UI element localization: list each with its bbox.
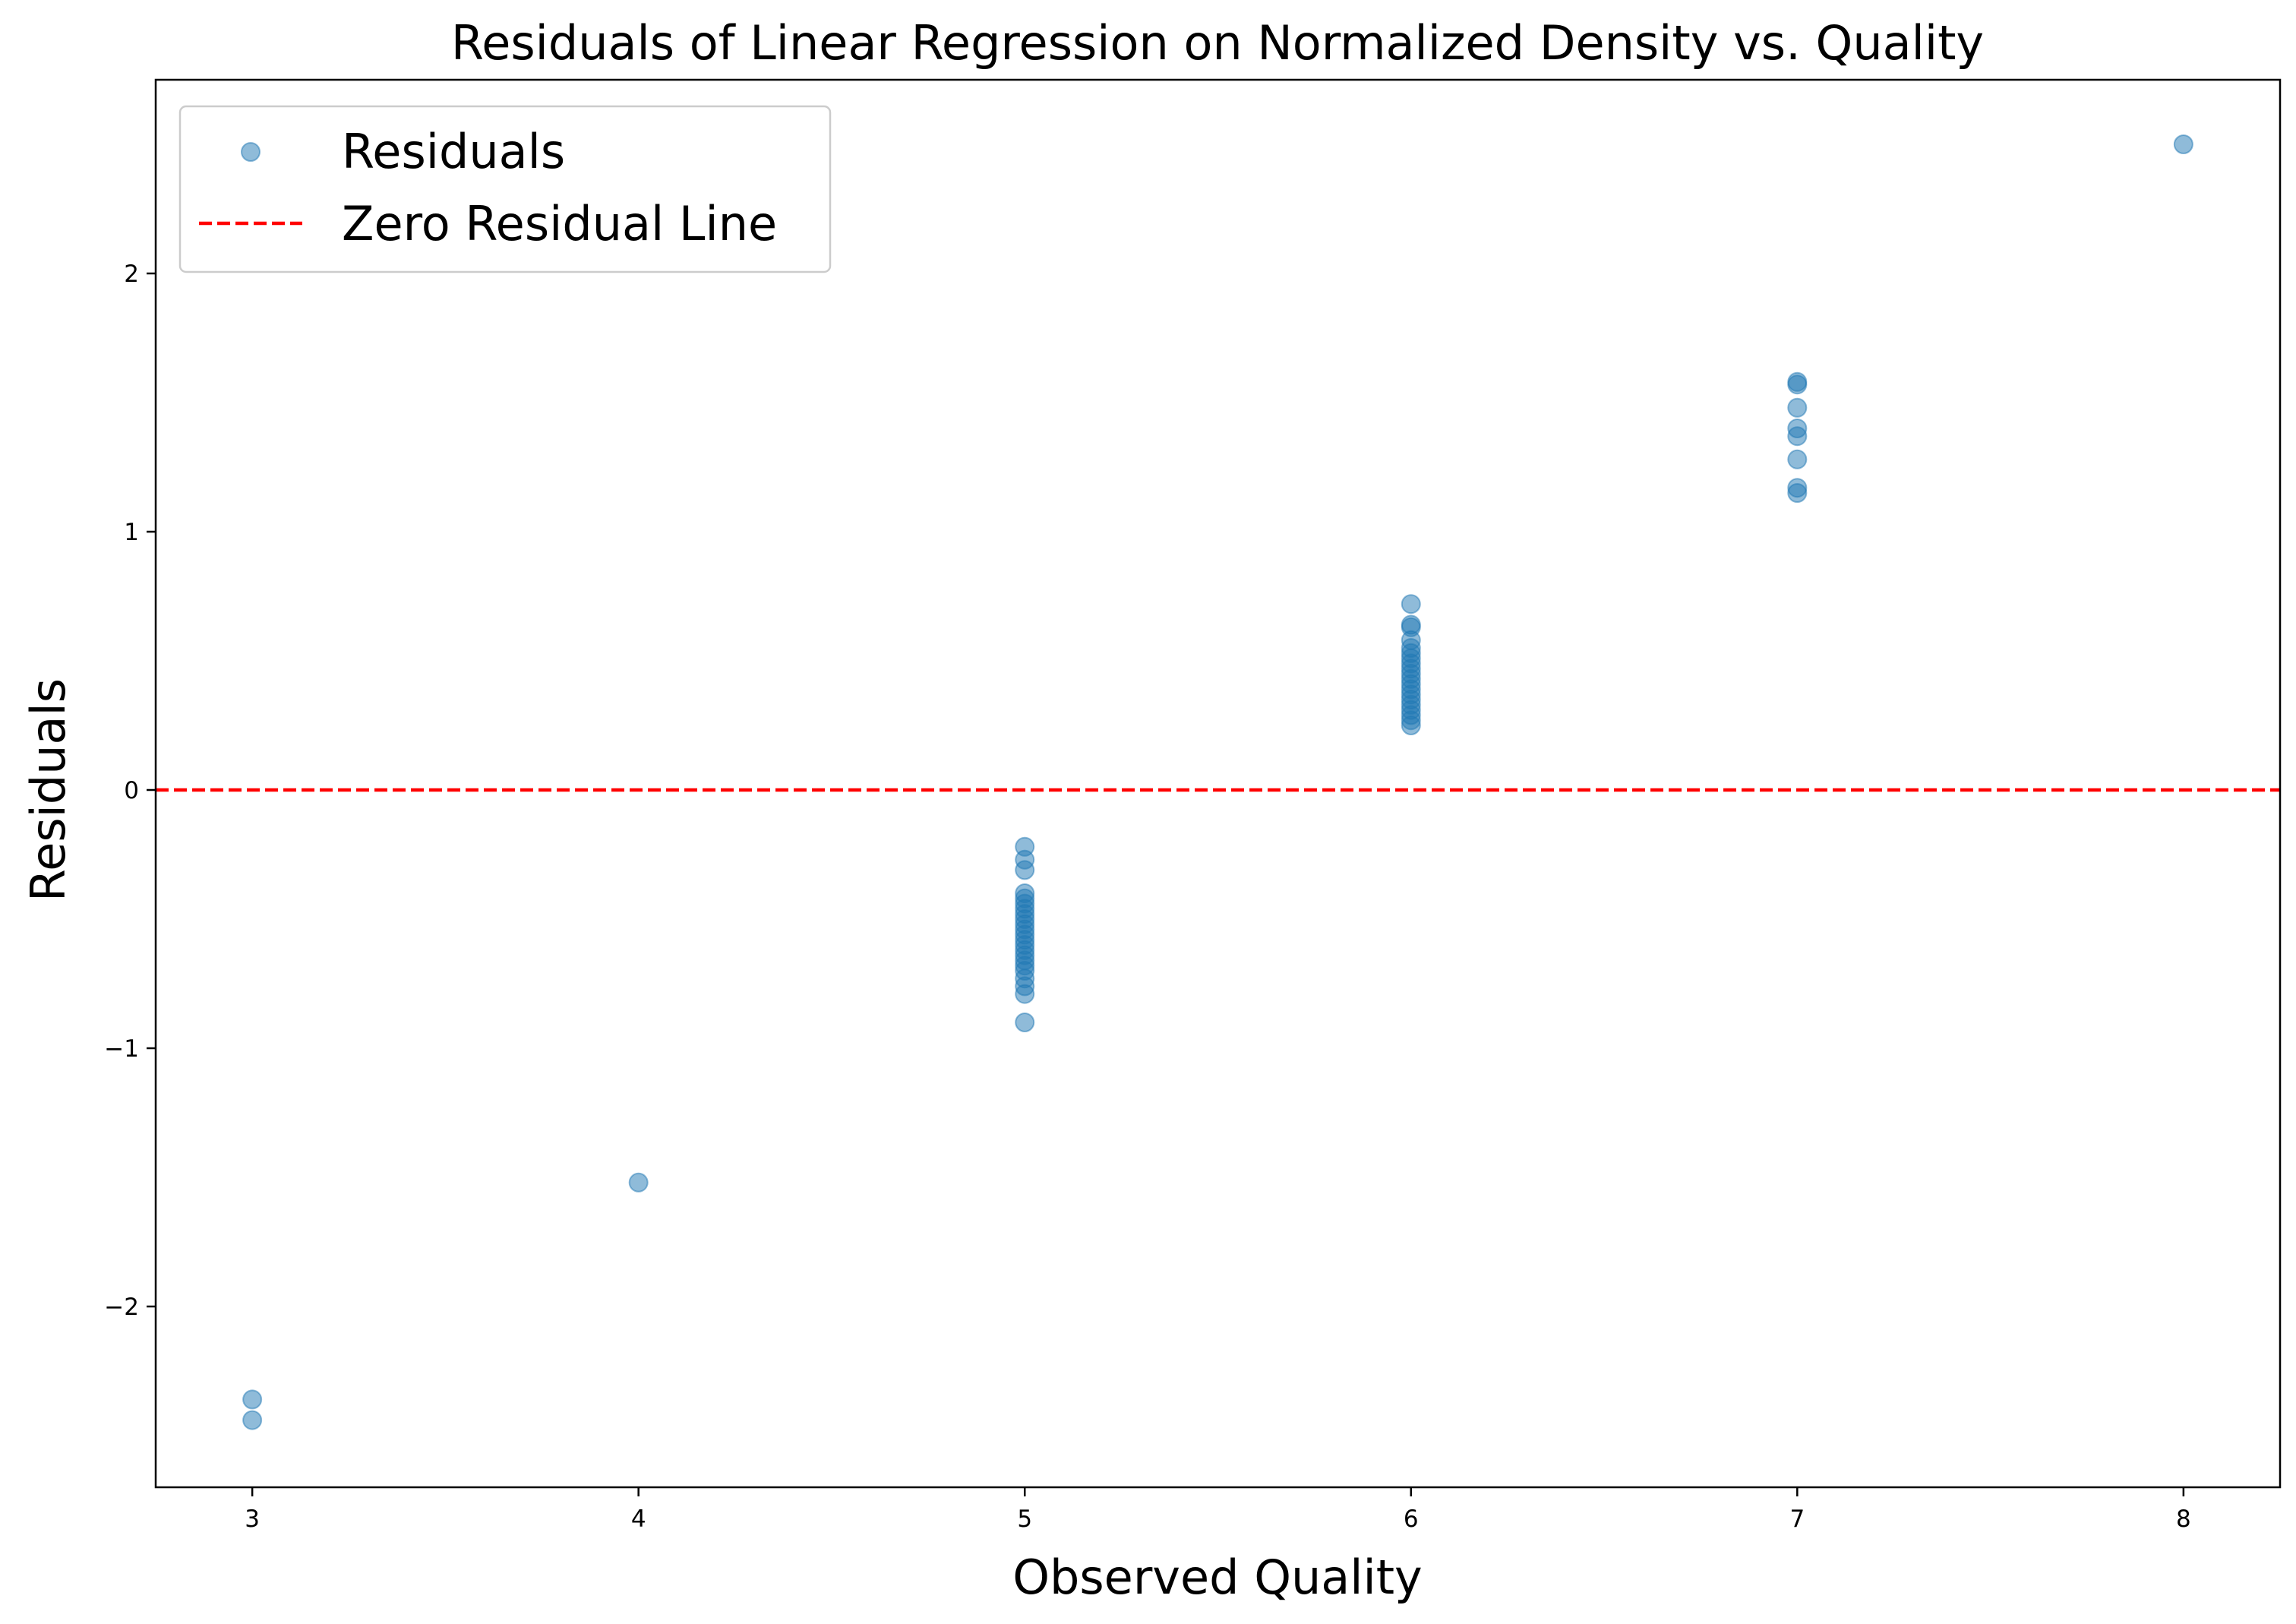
x-tick-label: 4 — [631, 1506, 646, 1533]
residual-point — [2173, 134, 2193, 154]
chart-title: Residuals of Linear Regression on Normal… — [451, 15, 1984, 71]
legend-label-residuals: Residuals — [342, 124, 565, 179]
y-tick-label: −1 — [104, 1035, 139, 1063]
residual-point — [1787, 397, 1808, 418]
legend: Residuals Zero Residual Line — [178, 105, 832, 273]
plot-frame — [154, 78, 2282, 1489]
x-tick-label: 7 — [1789, 1506, 1805, 1533]
residual-point — [1787, 449, 1808, 469]
x-axis-ticks: 3 4 5 6 7 8 — [245, 1487, 2191, 1533]
x-tick-label: 3 — [245, 1506, 260, 1533]
x-tick-label: 5 — [1017, 1506, 1032, 1533]
y-tick-label: 0 — [124, 777, 139, 804]
y-tick-label: 1 — [124, 519, 139, 546]
x-tick-label: 8 — [2176, 1506, 2191, 1533]
residual-point — [1015, 1013, 1035, 1032]
y-tick-label: 2 — [124, 261, 139, 288]
residual-point — [242, 1410, 263, 1430]
x-tick-label: 6 — [1404, 1506, 1419, 1533]
residual-point — [1787, 371, 1808, 392]
residual-point — [242, 1389, 263, 1410]
y-axis-ticks: −2 −1 0 1 2 — [104, 261, 156, 1321]
residual-point — [1401, 615, 1421, 635]
y-tick-label: −2 — [104, 1294, 139, 1321]
residual-point — [1787, 478, 1808, 498]
x-axis-label: Observed Quality — [1012, 1550, 1423, 1605]
residual-point — [1015, 860, 1035, 880]
plot-area — [154, 78, 2282, 1489]
residual-point — [1015, 984, 1035, 1004]
residual-point — [628, 1172, 649, 1193]
legend-box — [178, 105, 832, 273]
residual-point — [1401, 594, 1421, 615]
legend-marker-residuals — [241, 142, 261, 162]
legend-label-zero-residual: Zero Residual Line — [342, 196, 777, 251]
plot-background — [156, 80, 2280, 1487]
residual-point — [1787, 419, 1808, 438]
y-axis-label: Residuals — [21, 678, 76, 902]
